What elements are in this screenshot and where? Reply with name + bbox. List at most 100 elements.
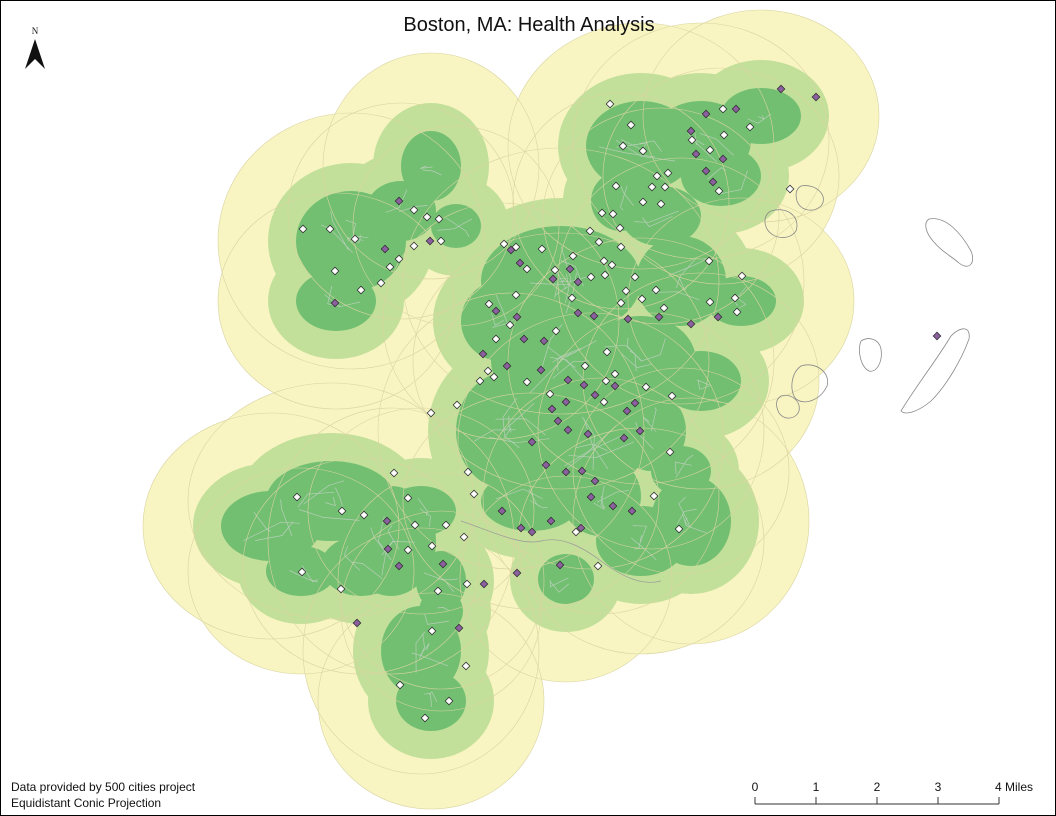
outer-buffer-edge (582, 272, 820, 490)
inner-buffer-area (721, 88, 801, 144)
health-point-dark (701, 109, 711, 119)
outer-buffer-edge (512, 92, 730, 310)
health-point-dark (561, 467, 571, 477)
tract-boundary (581, 416, 595, 470)
health-point-dark (608, 501, 618, 511)
tract-boundary (301, 565, 318, 583)
health-point-dark (635, 426, 645, 436)
health-point-light (704, 256, 714, 266)
health-point-light (292, 492, 302, 502)
health-point-dark (565, 264, 575, 274)
outer-buffer-edge (307, 407, 535, 615)
health-point-light (325, 224, 335, 234)
tract-boundary (564, 425, 617, 467)
health-point-dark (394, 196, 404, 206)
tract-boundary (678, 496, 690, 525)
tract-boundary (550, 357, 584, 379)
health-point-dark (686, 126, 696, 136)
health-point-light (463, 467, 473, 477)
tract-boundary (370, 527, 392, 561)
scale-label: 2 (874, 780, 881, 794)
health-point-light (601, 376, 611, 386)
health-point-dark (352, 618, 362, 628)
outer-buffer-edge (267, 407, 515, 675)
health-point-light (647, 182, 657, 192)
health-point-light (452, 400, 462, 410)
inner-buffer-area (651, 446, 711, 496)
outer-buffer-edge (287, 102, 515, 320)
tract-boundary (351, 561, 383, 580)
tract-boundary (419, 633, 425, 660)
health-point-dark (708, 177, 718, 187)
health-point-dark (512, 568, 522, 578)
island-outline (795, 185, 824, 211)
tract-boundary (303, 480, 345, 505)
health-point-light (444, 696, 454, 706)
health-point-light (462, 579, 472, 589)
health-point-light (484, 299, 494, 309)
health-point-dark (619, 433, 629, 443)
health-point-light (385, 262, 395, 272)
health-point-light (461, 661, 471, 671)
health-point-light (621, 286, 631, 296)
health-point-light (594, 237, 604, 247)
shoreline (460, 520, 662, 583)
health-point-light (568, 251, 578, 261)
health-point-light (475, 376, 485, 386)
outer-buffer-edge (187, 467, 415, 675)
health-point-light (607, 260, 617, 270)
tract-boundary (565, 272, 577, 314)
outer-buffer-edge (642, 9, 880, 223)
health-point-light (599, 397, 609, 407)
health-point-light (615, 223, 625, 233)
health-point-light (602, 347, 612, 357)
tract-boundary (529, 340, 597, 394)
north-arrow-icon (25, 39, 35, 69)
health-point-light (730, 293, 740, 303)
health-point-dark (627, 506, 637, 516)
tract-boundary (343, 545, 361, 571)
health-point-dark (454, 623, 464, 633)
health-point-dark (811, 92, 821, 102)
health-point-dark (425, 236, 435, 246)
tract-boundary (499, 402, 535, 434)
health-point-light (403, 493, 413, 503)
tract-boundary (682, 513, 707, 534)
health-point-dark (776, 84, 786, 94)
inner-buffer-area (681, 146, 761, 206)
island-outline (900, 328, 970, 414)
health-point-light (499, 239, 509, 249)
tract-boundary (560, 260, 584, 287)
health-point-light (298, 224, 308, 234)
health-point-light (330, 266, 340, 276)
health-point-dark (491, 306, 501, 316)
tract-boundary (699, 133, 734, 156)
tract-boundary (675, 454, 694, 478)
tract-boundary (345, 219, 357, 242)
scale-label: 0 (752, 780, 759, 794)
health-point-light (491, 334, 501, 344)
scale-label: 4 Miles (995, 780, 1033, 794)
outer-buffer-edge (572, 22, 830, 260)
health-point-light (585, 226, 595, 236)
data-source-credit: Data provided by 500 cities project (11, 780, 196, 794)
tract-boundary (575, 443, 608, 452)
health-point-dark (516, 523, 526, 533)
tract-boundary (529, 500, 548, 509)
tract-boundary (642, 416, 657, 432)
island-outline (925, 218, 974, 267)
tract-boundary (687, 133, 717, 163)
tract-boundary (565, 433, 626, 471)
inner-buffer-area (661, 351, 741, 411)
tract-boundary (530, 282, 571, 286)
health-point-light (459, 532, 469, 542)
tract-boundary (560, 279, 565, 283)
health-point-light (651, 285, 661, 295)
health-point-dark (630, 398, 640, 408)
health-point-dark (718, 154, 728, 164)
tract-boundary (620, 353, 652, 369)
health-point-light (638, 197, 648, 207)
outer-buffer-edge (217, 112, 485, 370)
health-point-light (469, 489, 479, 499)
health-point-dark (546, 516, 556, 526)
